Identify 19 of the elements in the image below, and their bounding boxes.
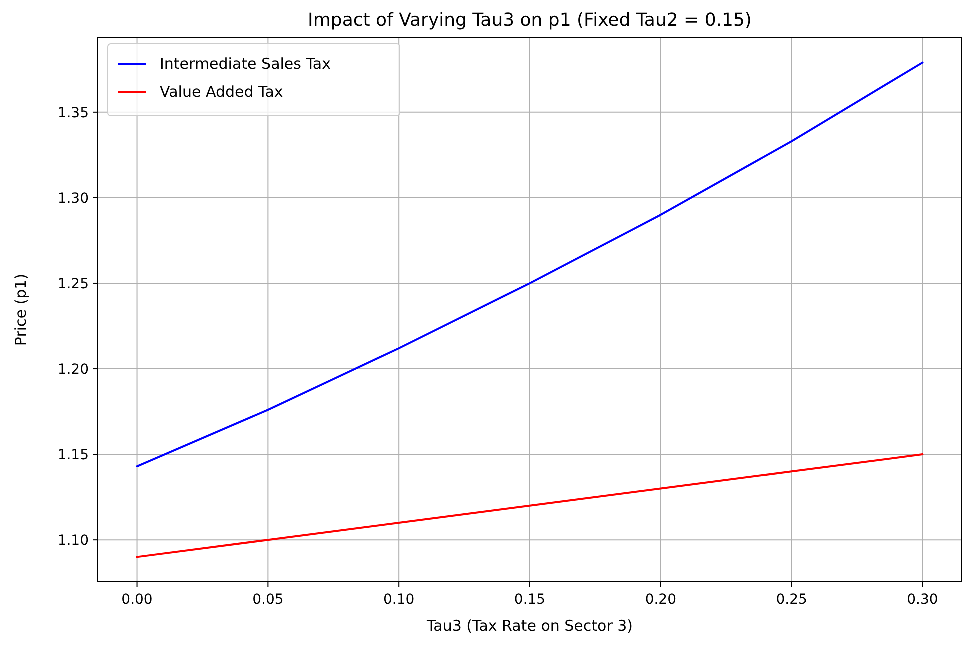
chart-title: Impact of Varying Tau3 on p1 (Fixed Tau2 = 0.15) (308, 10, 752, 31)
x-tick-label: 0.15 (514, 592, 546, 608)
legend-label: Value Added Tax (160, 83, 284, 101)
x-tick-label: 0.30 (907, 592, 938, 608)
x-tick-label: 0.25 (776, 592, 808, 608)
y-tick-label: 1.20 (58, 362, 89, 378)
x-axis-title: Tau3 (Tax Rate on Sector 3) (426, 617, 634, 635)
y-tick-label: 1.15 (58, 448, 89, 464)
y-tick-label: 1.30 (58, 190, 89, 207)
y-tick-label: 1.10 (58, 533, 89, 550)
x-tick-label: 0.20 (645, 592, 676, 608)
x-tick-label: 0.10 (384, 592, 415, 608)
y-axis-title: Price (p1) (12, 274, 30, 346)
y-tick-label: 1.25 (58, 276, 89, 292)
y-tick-label: 1.35 (58, 105, 89, 122)
line-series (136, 454, 924, 558)
x-tick-label: 0.05 (252, 592, 284, 608)
legend-label: Intermediate Sales Tax (160, 55, 332, 73)
x-tick-label: 0.00 (122, 592, 153, 608)
